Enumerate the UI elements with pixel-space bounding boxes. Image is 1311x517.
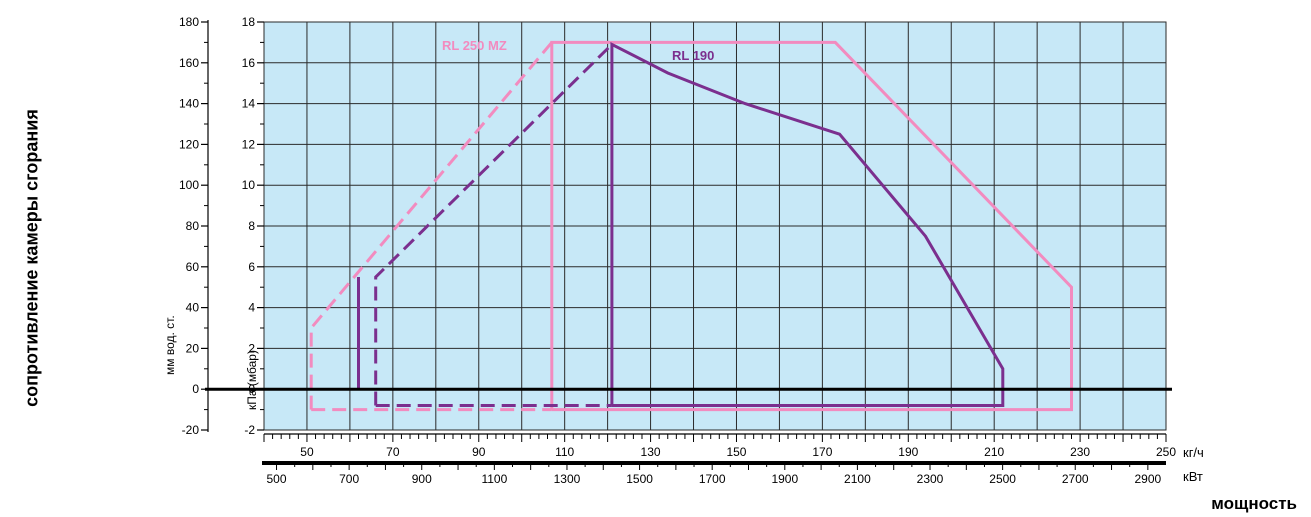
y-kpa-tick-label: -2 (244, 423, 255, 437)
y-mm-tick-label: 180 (179, 15, 199, 29)
y-kpa-tick-label: 2 (248, 341, 255, 355)
x-kg-tick-label: 70 (386, 445, 400, 459)
x-axis-kg-unit: кг/ч (1183, 445, 1204, 460)
x-kw-tick-label: 2900 (1134, 472, 1161, 486)
x-kg-tick-label: 50 (300, 445, 314, 459)
x-kw-tick-label: 1900 (771, 472, 798, 486)
x-kw-tick-label: 1100 (481, 472, 507, 486)
y-kpa-tick-label: 0 (248, 382, 255, 396)
series-1-segment-2 (374, 43, 613, 406)
y-mm-tick-label: 20 (186, 341, 200, 355)
series-label-rl190: RL 190 (672, 48, 714, 63)
y-kpa-tick-label: 12 (242, 137, 256, 151)
y-kpa-tick-label: 6 (248, 260, 255, 274)
y-mm-tick-label: 120 (179, 137, 199, 151)
x-kw-tick-label: 1500 (626, 472, 653, 486)
x-kw-tick-label: 700 (339, 472, 359, 486)
y-kpa-tick-label: 8 (248, 219, 255, 233)
x-kw-tick-label: 900 (412, 472, 432, 486)
y-kpa-tick-label: 10 (242, 178, 256, 192)
y-mm-tick-label: 40 (186, 301, 200, 315)
x-kw-tick-label: 1300 (554, 472, 581, 486)
x-kw-tick-label: 2500 (989, 472, 1016, 486)
y-mm-tick-label: 0 (192, 382, 199, 396)
x-kw-tick-label: 2300 (917, 472, 944, 486)
x-kg-tick-label: 130 (641, 445, 661, 459)
y-kpa-tick-label: 18 (242, 15, 256, 29)
y-mm-tick-label: 80 (186, 219, 200, 233)
y-mm-tick-label: 100 (179, 178, 199, 192)
x-kg-tick-label: 190 (898, 445, 918, 459)
x-kg-tick-label: 110 (555, 445, 574, 459)
y-kpa-tick-label: 16 (242, 56, 256, 70)
y-kpa-tick-label: 14 (242, 97, 256, 111)
x-kg-tick-label: 90 (472, 445, 486, 459)
y-mm-tick-label: 160 (179, 56, 199, 70)
series-0-segment-1 (309, 41, 553, 410)
x-kg-tick-label: 230 (1070, 445, 1090, 459)
y-mm-tick-label: -20 (182, 423, 200, 437)
x-kg-tick-label: 150 (726, 445, 746, 459)
x-kg-tick-label: 210 (984, 445, 1004, 459)
y-mm-tick-label: 140 (179, 97, 199, 111)
series-0-segment-0 (550, 40, 1073, 412)
series-label-rl250: RL 250 MZ (442, 38, 507, 53)
x-kw-tick-label: 1700 (699, 472, 726, 486)
x-kw-tick-label: 500 (267, 472, 287, 486)
x-kg-tick-label: 170 (812, 445, 832, 459)
y-axis-mm-label: мм вод. ст. (163, 315, 177, 375)
x-kg-tick-label: 250 (1156, 445, 1176, 459)
x-axis-title: мощность (1211, 494, 1297, 513)
x-axis-kw-unit: кВт (1183, 469, 1203, 484)
x-kw-tick-label: 2700 (1062, 472, 1089, 486)
y-kpa-tick-label: 4 (248, 301, 255, 315)
y-axis-kpa-label: кПа (мбар) (245, 350, 259, 410)
series-1-segment-0 (610, 41, 1005, 407)
y-mm-tick-label: 60 (186, 260, 200, 274)
x-kw-tick-label: 2100 (844, 472, 871, 486)
